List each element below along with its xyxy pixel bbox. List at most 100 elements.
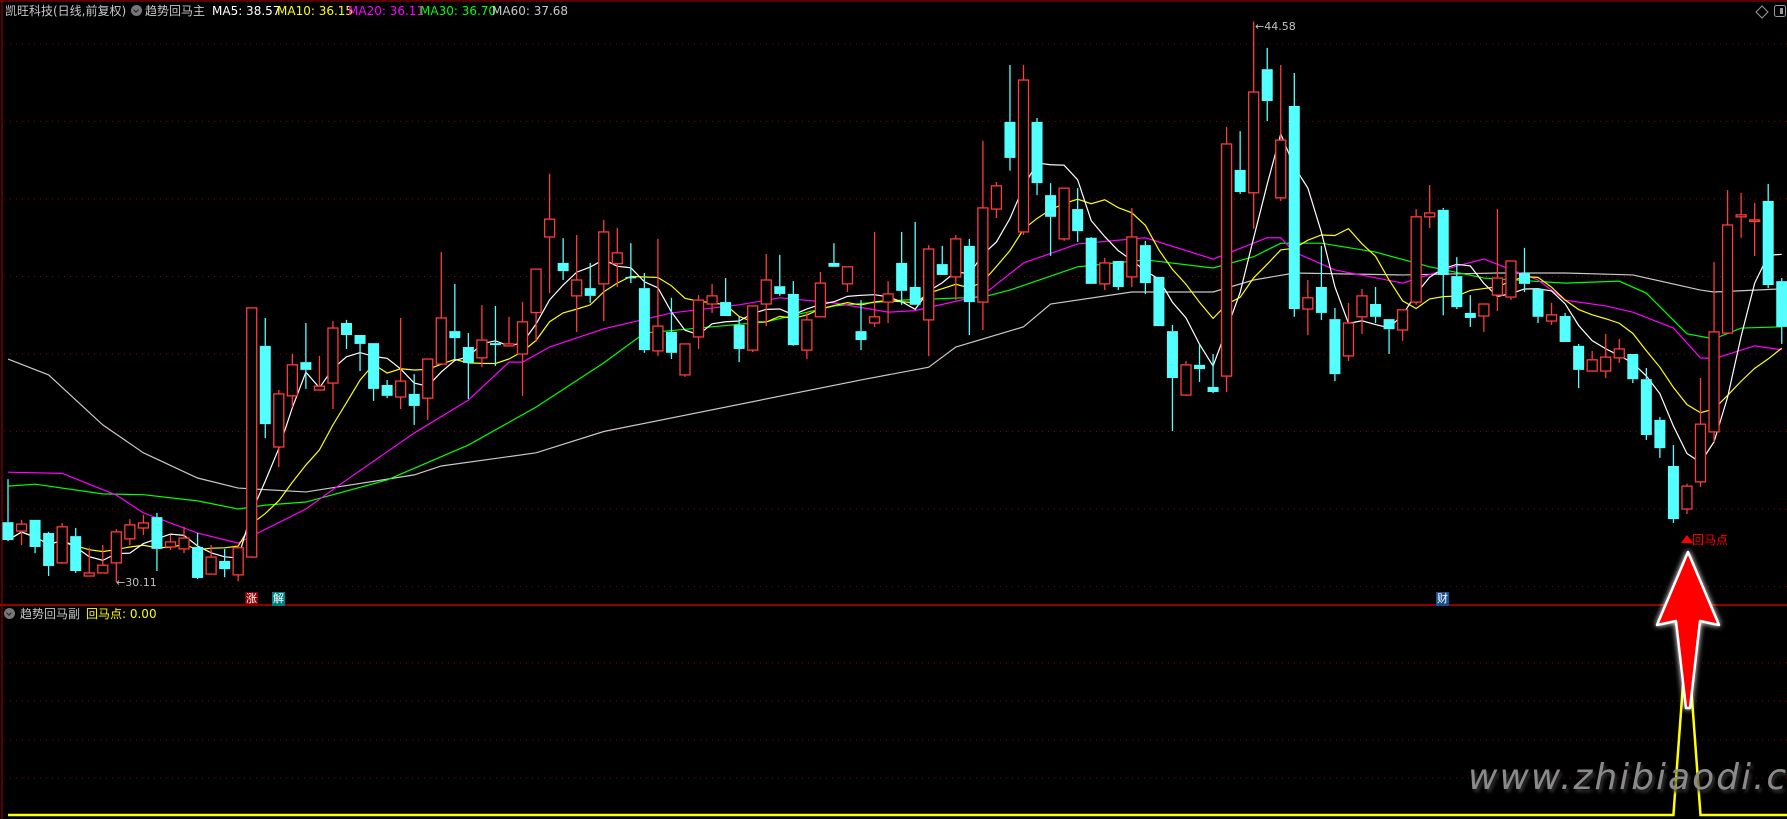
candle-body [2,522,14,540]
candle-up [286,354,298,408]
candle-down [368,343,380,401]
candle-body [896,262,908,291]
candle-body [1207,386,1219,392]
candle-up [868,231,881,327]
candle-body [1559,316,1571,342]
candle-down [1004,64,1016,171]
candle-down [1085,236,1097,284]
candle-body [422,358,434,399]
diamond-icon[interactable] [1755,5,1769,19]
candle-up [246,307,258,558]
candle-down [1194,345,1206,382]
sub-indicator [8,629,1787,817]
candle-down [1573,343,1585,389]
candle-body [246,307,258,558]
candle-body [963,245,975,303]
candle-body [1370,304,1382,317]
candle-body [1600,356,1612,372]
candle-body [1342,322,1355,357]
candle-down [1329,307,1341,382]
candle-up [706,283,718,313]
candle-down [1315,245,1327,320]
candle-body [1017,79,1030,233]
indicator-dropdown-icon[interactable] [131,5,142,16]
candle-body [720,302,732,317]
candle-down [1654,417,1666,458]
candle-down [720,278,732,317]
candle-body [638,288,650,351]
candle-up [97,545,109,574]
candle-down [1532,288,1544,323]
high-price-label: ←44.58 [1255,20,1296,33]
candle-body [232,547,244,576]
candle-body [259,345,271,425]
sub-indicator-dropdown-icon[interactable] [4,608,15,619]
candle-body [1099,262,1111,285]
signal-value-legend: 回马点: 0.00 [86,607,157,621]
main-indicator-name[interactable]: 趋势回马主 [145,4,206,18]
candle-body [97,564,109,574]
candle-body [1356,295,1368,318]
ma10-legend: MA10: 36.15 [277,4,354,18]
candle-down [1166,324,1178,432]
candle-down [936,245,948,275]
badge-jie[interactable]: 解 [272,592,285,606]
candle-up [422,358,434,420]
candle-body [950,238,962,278]
candles [2,21,1787,583]
candle-body [868,316,881,324]
badge-cai[interactable]: 财 [1436,592,1449,606]
candle-up [1180,360,1192,396]
candle-body [1491,277,1504,296]
candle-up [882,281,894,323]
candle-up [692,295,705,349]
candle-body [1383,319,1395,330]
ma5-legend: MA5: 38.57 [212,4,281,18]
candle-body [1654,419,1666,449]
candle-up [1721,190,1734,334]
candle-up [801,312,813,360]
candle-body [476,339,488,359]
candle-up [1491,209,1504,311]
candle-body [611,252,623,265]
candle-down [449,283,461,360]
candle-down [381,379,393,399]
candle-body [43,533,55,566]
candle-down [1383,319,1395,354]
candle-down [855,300,867,351]
candle-body [1302,297,1314,310]
candle-down [909,221,921,305]
sub-indicator-name[interactable]: 趋势回马副 [20,607,81,621]
candle-body [15,523,28,532]
candle-body [1058,187,1070,240]
candle-body [462,347,474,363]
candle-body [1261,69,1273,101]
badge-zhang[interactable]: 涨 [245,592,258,606]
candle-body [1166,331,1178,379]
candle-up [1749,202,1761,256]
candle-up [950,235,962,301]
candle-body [1031,121,1043,184]
ma20-line [7,237,1782,544]
candle-body [408,393,420,406]
candle-up [15,519,28,546]
candle-down [896,231,908,305]
candle-down [1451,257,1463,310]
candle-body [584,288,596,296]
candle-body [1573,345,1585,370]
candle-body [1762,200,1774,286]
candle-up [1342,302,1355,361]
ma20-legend: MA20: 36.11 [348,4,425,18]
candle-up [1302,279,1314,336]
panel-toggle-icon[interactable] [1774,5,1787,18]
ma10-line [7,198,1783,553]
candle-down [1207,354,1219,394]
candle-body [598,231,610,285]
signal-label: 回马点 [1692,533,1729,547]
candle-body [652,325,664,352]
candle-body [313,385,326,391]
candle-body [1085,237,1097,284]
candle-body [489,343,501,346]
